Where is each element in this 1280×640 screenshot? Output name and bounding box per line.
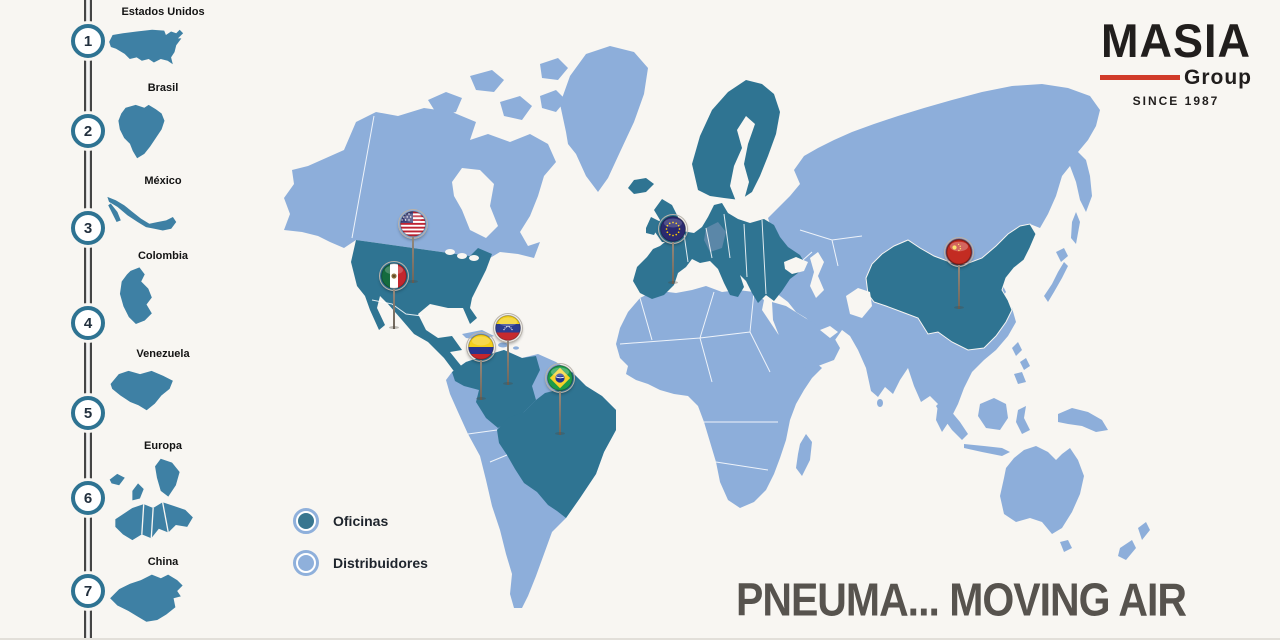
china-flag-icon (945, 238, 973, 266)
map-seas (351, 115, 872, 463)
map-region-europe (628, 80, 806, 303)
legend-item-distribuidores: Distribuidores (293, 550, 428, 576)
logo-group-text: Group (1184, 65, 1252, 89)
sidebar-badge-6: 6 (71, 481, 105, 515)
sidebar-item-label: Colombia (137, 250, 189, 262)
mexico-flag-icon (380, 262, 408, 290)
sidebar-badge-5: 5 (71, 396, 105, 430)
eu-flag-icon (659, 215, 687, 243)
sidebar-item-mexico: México (104, 175, 222, 244)
china-map-icon (110, 574, 183, 622)
map-region-greenland (560, 46, 648, 192)
brazil-map-icon (118, 104, 165, 159)
marker-china-stick (958, 265, 960, 309)
badge-number: 7 (83, 582, 93, 600)
marker-usa (399, 210, 427, 283)
sidebar-item-estados-unidos: Estados Unidos (104, 6, 222, 73)
marker-mexico-stick (393, 289, 395, 329)
map-region-china (865, 223, 1037, 351)
venezuela-map-icon (110, 370, 173, 411)
badge-number: 3 (83, 219, 93, 237)
badge-number: 6 (83, 489, 93, 507)
sidebar-item-venezuela: Venezuela (104, 348, 222, 423)
marker-mexico (380, 262, 408, 329)
marker-colombia-stick (480, 360, 482, 400)
logo-brand-text: MASIA (1101, 13, 1251, 68)
brazil-flag-icon (546, 364, 574, 392)
sidebar-item-colombia: Colombia (104, 250, 222, 337)
sidebar-item-label: China (147, 556, 179, 568)
marker-mexico-base (389, 326, 399, 329)
legend-label: Distribuidores (333, 555, 428, 571)
bottom-divider (0, 638, 1280, 640)
venezuela-flag-icon (494, 314, 522, 342)
sidebar-badge-2: 2 (71, 114, 105, 148)
map-legend: Oficinas Distribuidores (293, 508, 428, 592)
tagline-text: PNEUMA... MOVING AIR (736, 574, 1187, 626)
sidebar-badge-1: 1 (71, 24, 105, 58)
sidebar-item-label: Venezuela (136, 348, 190, 360)
marker-europe-stick (672, 242, 674, 284)
badge-number: 1 (83, 32, 93, 50)
marker-china (945, 238, 973, 309)
marker-colombia-base (476, 397, 486, 400)
map-region-africa (616, 286, 822, 508)
sidebar-badge-4: 4 (71, 306, 105, 340)
colombia-flag-icon (467, 333, 495, 361)
marker-usa-base (408, 280, 418, 283)
map-region-southeast-asia (936, 342, 1108, 456)
sidebar-item-label: Estados Unidos (121, 6, 205, 18)
marker-brazil-stick (559, 391, 561, 435)
badge-number: 4 (83, 314, 93, 332)
badge-number: 5 (83, 404, 93, 422)
sidebar-badge-3: 3 (71, 211, 105, 245)
sidebar-item-label: México (144, 175, 182, 187)
europe-map-icon (109, 458, 193, 541)
badge-number: 2 (83, 122, 93, 140)
usa-flag-icon (399, 210, 427, 238)
marker-china-base (954, 306, 964, 309)
sidebar-item-china: China (104, 556, 222, 629)
colombia-map-icon (119, 267, 152, 325)
map-region-oceania (1000, 446, 1150, 560)
logo-since-text: SINCE 1987 (1132, 93, 1220, 108)
office-marker-icon (293, 508, 319, 534)
legend-label: Oficinas (333, 513, 389, 529)
marker-brazil (546, 364, 574, 435)
map-region-brazil (497, 372, 616, 518)
usa-map-icon (109, 29, 184, 65)
marker-usa-stick (412, 237, 414, 283)
logo-red-rule (1100, 75, 1180, 81)
map-region-colombia-venezuela (452, 350, 540, 428)
sidebar-item-label: Europa (144, 440, 182, 452)
sidebar-item-brasil: Brasil (104, 82, 222, 169)
masia-group-logo: MASIA Group SINCE 1987 (1100, 13, 1252, 108)
legend-item-oficinas: Oficinas (293, 508, 428, 534)
mexico-map-icon (107, 196, 177, 231)
sidebar-item-label: Brasil (147, 82, 179, 94)
marker-europe (659, 215, 687, 284)
marker-venezuela-base (503, 382, 513, 385)
sidebar-item-europa: Europa (104, 440, 222, 559)
marker-brazil-base (555, 432, 565, 435)
marker-colombia (467, 333, 495, 400)
distributor-marker-icon (293, 550, 319, 576)
marker-venezuela-stick (507, 341, 509, 385)
marker-venezuela (494, 314, 522, 385)
marker-europe-base (668, 281, 678, 284)
sidebar-badge-7: 7 (71, 574, 105, 608)
